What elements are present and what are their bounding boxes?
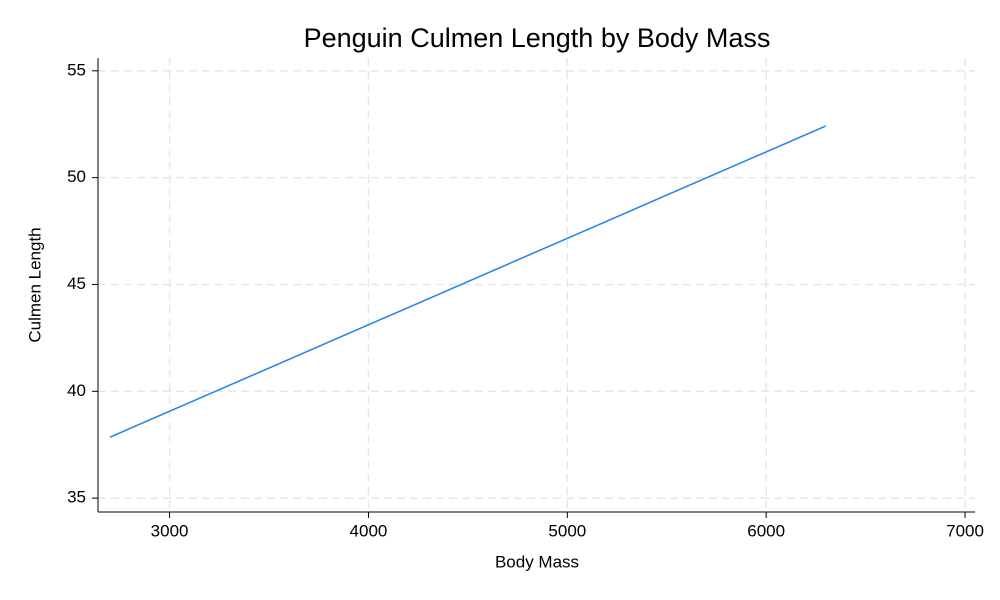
x-tick-label: 7000 [946, 521, 984, 540]
x-tick-label: 5000 [548, 521, 586, 540]
y-axis-label: Culmen Length [25, 227, 44, 342]
x-tick-label: 4000 [350, 521, 388, 540]
x-tick-label: 6000 [747, 521, 785, 540]
chart-title: Penguin Culmen Length by Body Mass [304, 23, 771, 53]
y-tick-label: 40 [67, 381, 86, 400]
y-tick-label: 45 [67, 274, 86, 293]
data-line [109, 125, 827, 438]
y-tick-label: 35 [67, 488, 86, 507]
y-tick-label: 55 [67, 60, 86, 79]
x-axis-label: Body Mass [495, 552, 579, 571]
x-tick-label: 3000 [151, 521, 189, 540]
y-tick-label: 50 [67, 167, 86, 186]
